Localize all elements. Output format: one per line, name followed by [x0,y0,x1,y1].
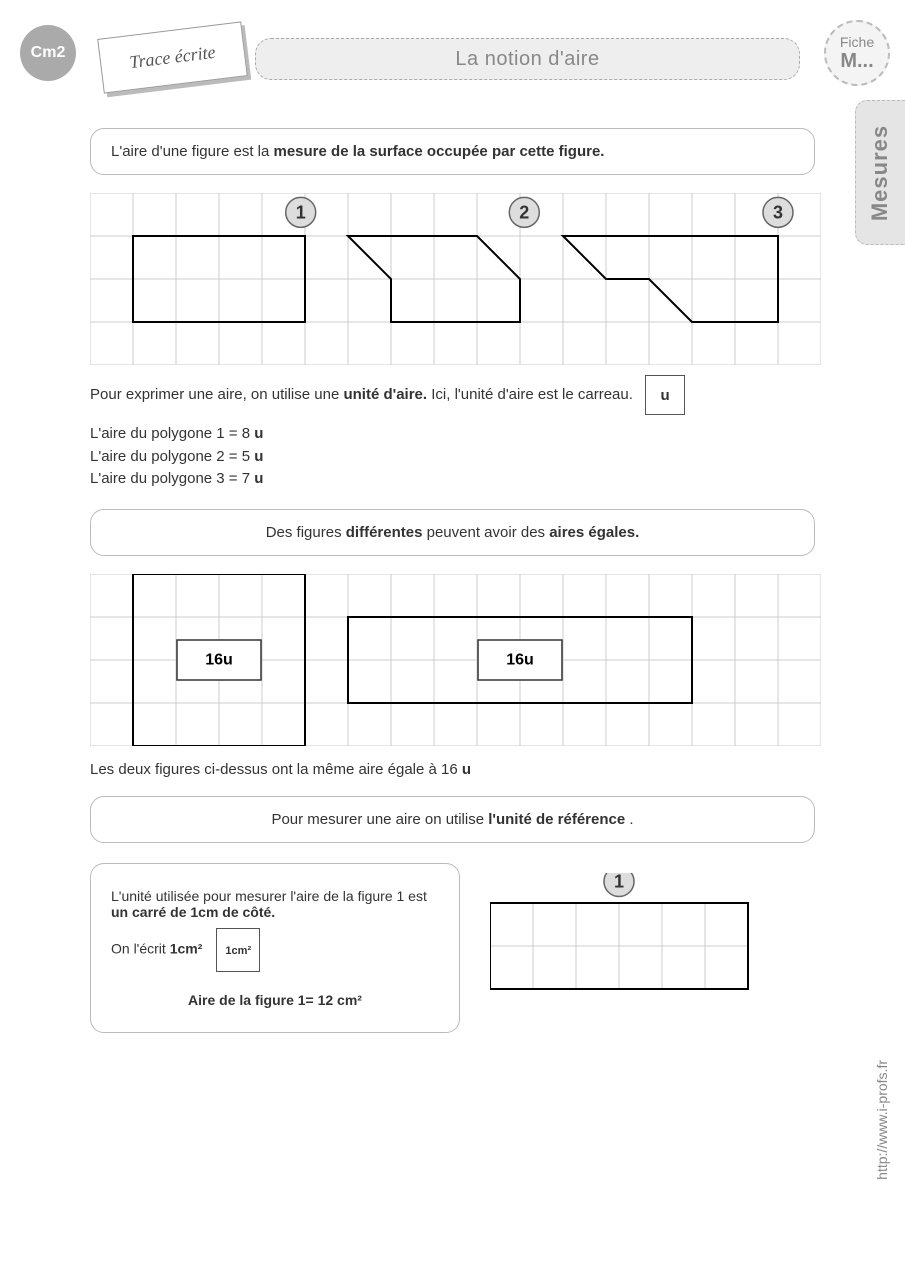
page-title: La notion d'aire [255,38,800,80]
level-badge: Cm2 [20,25,76,81]
unit-prefix: Pour exprimer une aire, on utilise une [90,386,343,403]
mb-l1b: un carré de 1cm de côté. [111,904,275,920]
content: L'aire d'une figure est la mesure de la … [0,128,905,1033]
mb-result: Aire de la figure 1= 12 cm² [111,992,439,1008]
mb-l2a: On l'écrit [111,940,170,956]
area-line: L'aire du polygone 2 = 5 u [90,446,815,469]
eq-p2: peuvent avoir des [427,524,550,541]
eq-b2: aires égales. [549,524,639,541]
eq-b1: différentes [346,524,423,541]
equal-areas-box: Des figures différentes peuvent avoir de… [90,509,815,556]
ref-b: l'unité de référence [488,811,625,828]
same-area-u: u [462,761,471,778]
area-line: L'aire du polygone 1 = 8 u [90,423,815,446]
unit-bold: unité d'aire. [343,386,427,403]
unit-line: Pour exprimer une aire, on utilise une u… [90,375,815,415]
ref-p2: . [629,811,633,828]
mb-l1a: L'unité utilisée pour mesurer l'aire de … [111,888,427,904]
svg-text:1: 1 [614,873,624,892]
figure1-grid-container: 1 [490,863,815,1001]
svg-text:3: 3 [773,202,783,222]
ref-p1: Pour mesurer une aire on utilise [271,811,488,828]
same-area-line: Les deux figures ci-dessus ont la même a… [90,761,815,778]
definition-box: L'aire d'une figure est la mesure de la … [90,128,815,175]
trace-card: Trace écrite [97,21,248,93]
eq-p1: Des figures [266,524,346,541]
svg-text:1: 1 [296,202,306,222]
website-url: http://www.i-profs.fr [874,1060,890,1180]
side-tab: Mesures [850,0,905,250]
cm2-box: 1cm² [216,928,260,972]
grid-figure1: 1 [490,873,750,991]
side-tab-text: Mesures [868,124,894,220]
mb-l2b: 1cm² [170,940,203,956]
header: Cm2 Trace écrite La notion d'aire Fiche … [0,0,905,110]
reference-unit-box: Pour mesurer une aire on utilise l'unité… [90,796,815,843]
svg-text:16u: 16u [506,651,534,668]
bottom-row: L'unité utilisée pour mesurer l'aire de … [90,863,815,1033]
grid-equal-areas: 16u 16u [90,574,821,746]
svg-text:2: 2 [519,202,529,222]
unit-symbol-box: u [645,375,685,415]
def-prefix: L'aire d'une figure est la [111,143,274,160]
svg-text:16u: 16u [205,651,233,668]
def-bold: mesure de la surface occupée par cette f… [274,143,605,160]
same-area-text: Les deux figures ci-dessus ont la même a… [90,761,462,778]
unit-after: Ici, l'unité d'aire est le carreau. [431,386,633,403]
grid-polygons: 1 2 3 [90,193,821,365]
areas-list: L'aire du polygone 1 = 8 uL'aire du poly… [90,423,815,491]
area-line: L'aire du polygone 3 = 7 u [90,468,815,491]
measure-box: L'unité utilisée pour mesurer l'aire de … [90,863,460,1033]
